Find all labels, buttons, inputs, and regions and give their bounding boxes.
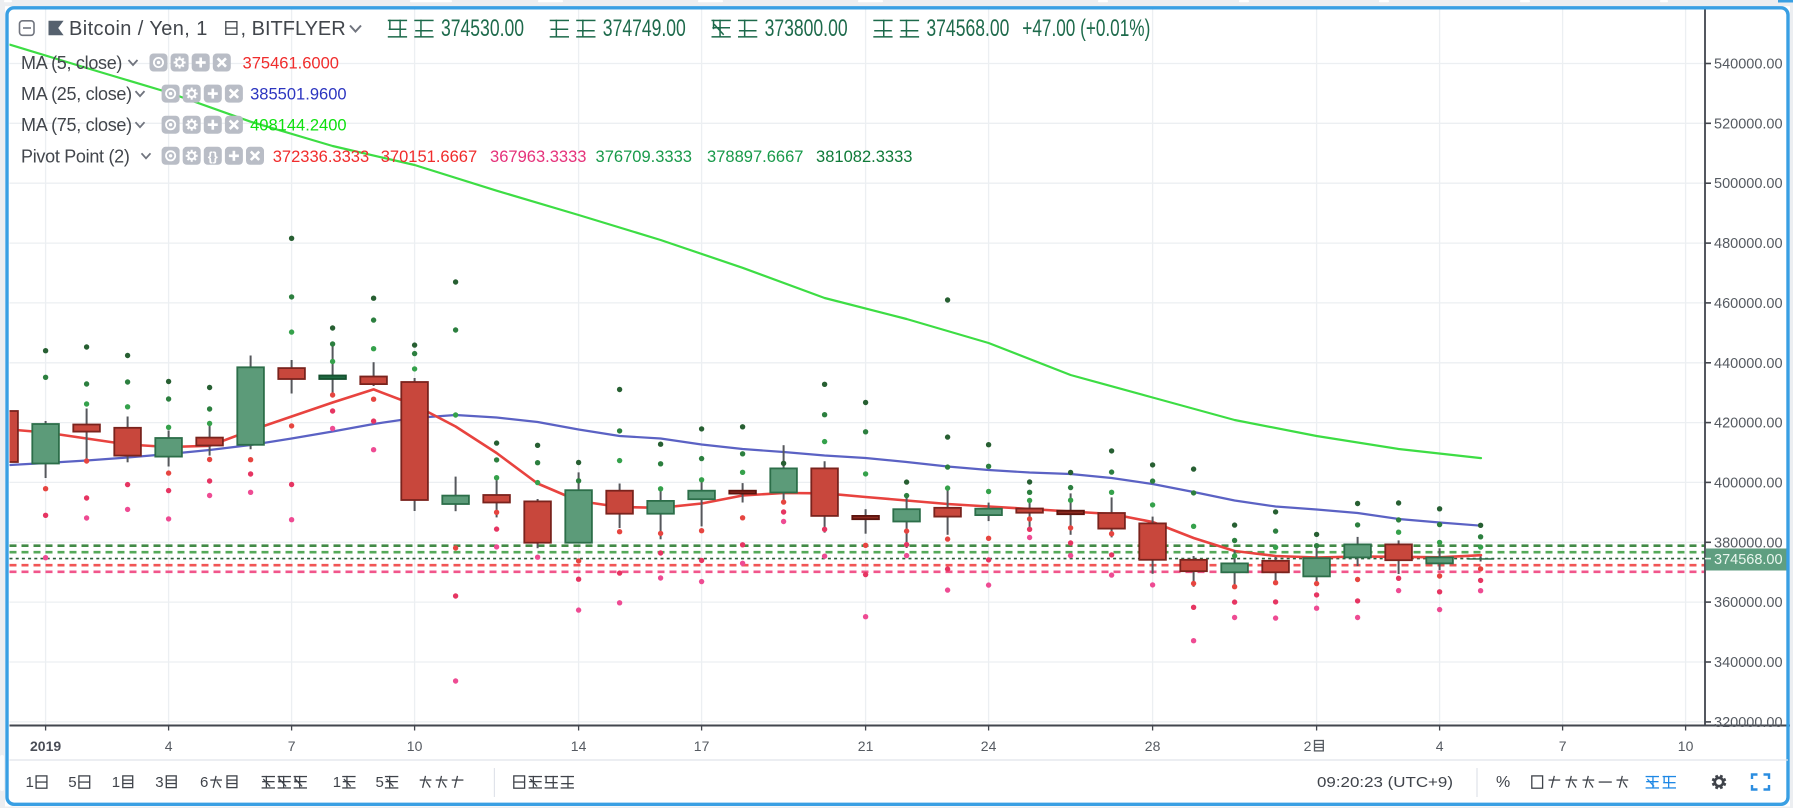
svg-text:6: 6 xyxy=(200,774,208,791)
svg-text:376709.3333: 376709.3333 xyxy=(596,147,693,166)
svg-text:MA (25, close): MA (25, close) xyxy=(21,84,132,104)
svg-text:480000.00: 480000.00 xyxy=(1714,236,1783,252)
svg-text:367963.3333: 367963.3333 xyxy=(490,147,587,166)
svg-text:420000.00: 420000.00 xyxy=(1714,416,1783,432)
svg-text:21: 21 xyxy=(858,738,874,754)
svg-text:, BITFLYER: , BITFLYER xyxy=(241,18,346,40)
svg-text:320000.00: 320000.00 xyxy=(1714,715,1783,731)
svg-text:MA (75, close): MA (75, close) xyxy=(21,115,132,135)
svg-text:520000.00: 520000.00 xyxy=(1714,116,1783,132)
svg-text:378897.6667: 378897.6667 xyxy=(707,147,804,166)
svg-text:374568.00: 374568.00 xyxy=(926,15,1009,42)
svg-text:MA (5, close): MA (5, close) xyxy=(21,53,122,73)
svg-text:373800.00: 373800.00 xyxy=(765,15,848,42)
svg-text:440000.00: 440000.00 xyxy=(1714,356,1783,372)
svg-text:1: 1 xyxy=(333,774,341,791)
svg-text:374530.00: 374530.00 xyxy=(441,15,524,42)
svg-text:500000.00: 500000.00 xyxy=(1714,176,1783,192)
svg-text:540000.00: 540000.00 xyxy=(1714,57,1783,73)
svg-text:375461.6000: 375461.6000 xyxy=(243,54,340,73)
svg-text:17: 17 xyxy=(694,738,710,754)
svg-text:400000.00: 400000.00 xyxy=(1714,475,1783,491)
svg-text:4: 4 xyxy=(165,738,173,754)
svg-text:14: 14 xyxy=(571,738,587,754)
svg-text:381082.3333: 381082.3333 xyxy=(816,147,913,166)
svg-text:1: 1 xyxy=(112,774,120,791)
svg-text:24: 24 xyxy=(981,738,997,754)
svg-text:2019: 2019 xyxy=(30,738,61,754)
svg-text:28: 28 xyxy=(1145,738,1161,754)
svg-text:%: % xyxy=(1496,774,1510,791)
svg-text:{}: {} xyxy=(208,149,218,164)
svg-text:10: 10 xyxy=(407,738,423,754)
svg-text:10: 10 xyxy=(1678,738,1694,754)
svg-text:5: 5 xyxy=(68,774,76,791)
svg-text:374568.00: 374568.00 xyxy=(1714,552,1783,568)
svg-text:380000.00: 380000.00 xyxy=(1714,535,1783,551)
svg-text:Bitcoin / Yen, 1: Bitcoin / Yen, 1 xyxy=(69,18,208,40)
svg-text:460000.00: 460000.00 xyxy=(1714,296,1783,312)
svg-text:1: 1 xyxy=(26,774,34,791)
svg-text:3: 3 xyxy=(155,774,163,791)
svg-text:7: 7 xyxy=(1559,738,1567,754)
svg-text:370151.6667: 370151.6667 xyxy=(381,147,478,166)
svg-text:5: 5 xyxy=(376,774,384,791)
svg-text:2: 2 xyxy=(1304,738,1312,754)
svg-text:09:20:23 (UTC+9): 09:20:23 (UTC+9) xyxy=(1317,774,1453,791)
svg-text:Pivot Point (2): Pivot Point (2) xyxy=(21,146,130,166)
svg-text:374749.00: 374749.00 xyxy=(603,15,686,42)
svg-text:360000.00: 360000.00 xyxy=(1714,595,1783,611)
svg-text:4: 4 xyxy=(1436,738,1444,754)
svg-text:7: 7 xyxy=(288,738,296,754)
svg-text:372336.3333: 372336.3333 xyxy=(273,147,370,166)
svg-text:340000.00: 340000.00 xyxy=(1714,655,1783,671)
svg-text:+47.00 (+0.01%): +47.00 (+0.01%) xyxy=(1022,15,1150,42)
svg-text:385501.9600: 385501.9600 xyxy=(250,85,347,104)
svg-text:408144.2400: 408144.2400 xyxy=(250,116,347,135)
